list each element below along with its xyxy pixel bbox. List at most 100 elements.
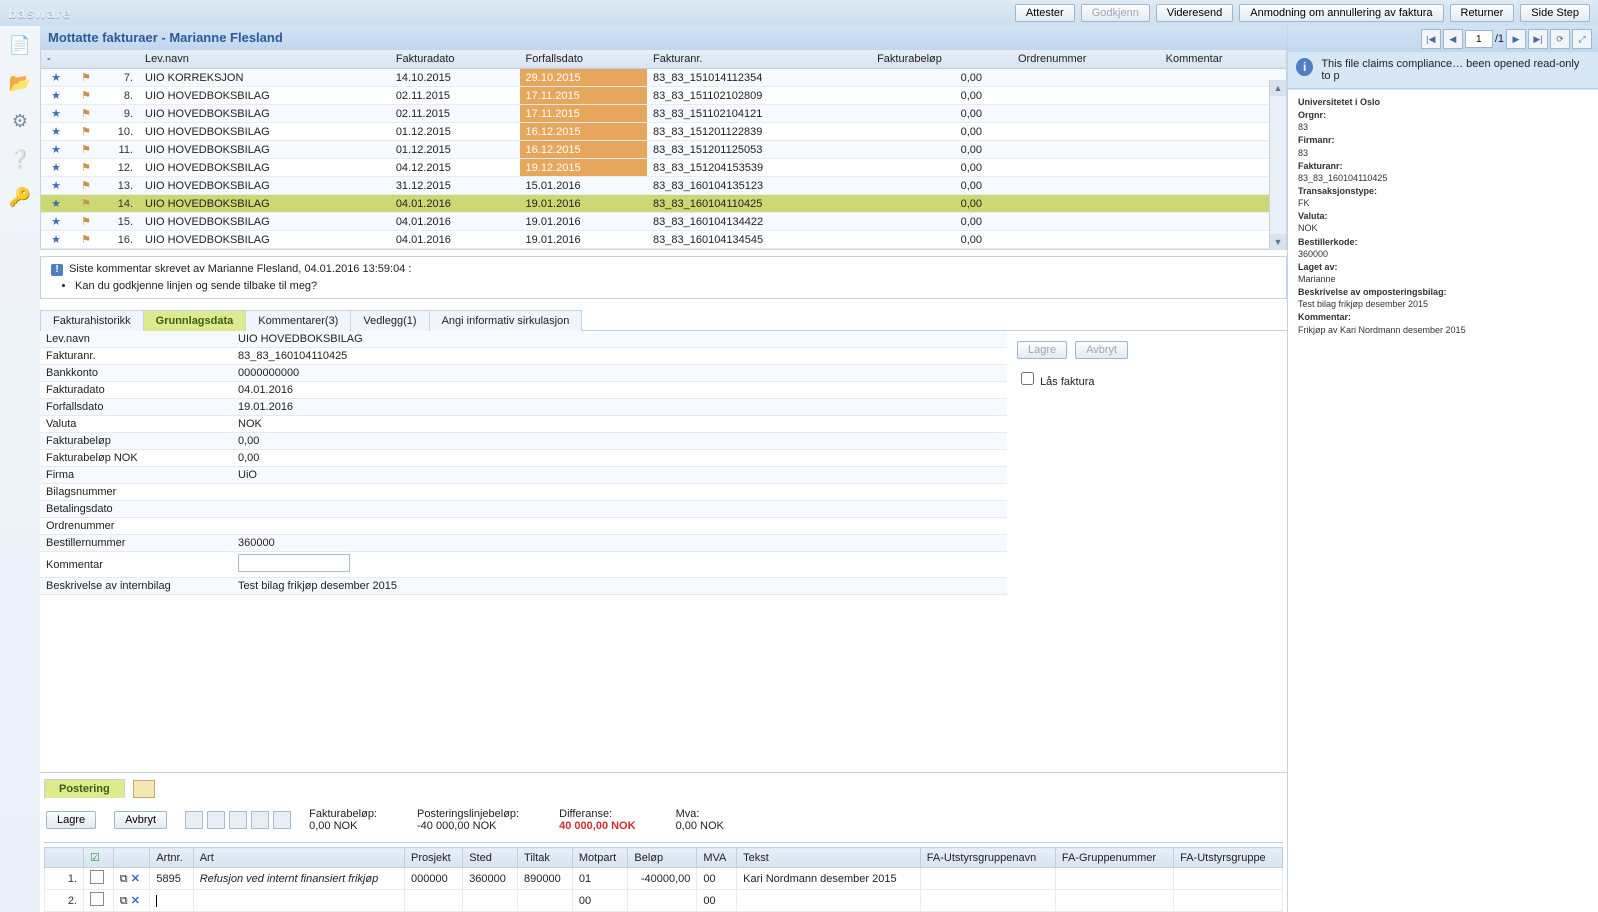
post-col-9[interactable]: Beløp: [628, 848, 697, 868]
invoice-row[interactable]: ★⚑12.UIO HOVEDBOKSBILAG04.12.201519.12.2…: [41, 159, 1286, 177]
pager: |◀ ◀ /1 ▶ ▶| ⟳ ⤢: [1288, 26, 1598, 52]
tab-4[interactable]: Angi informativ sirkulasjon: [429, 310, 583, 331]
postering-extra-icon[interactable]: [133, 780, 155, 798]
topbar-button[interactable]: Attester: [1015, 4, 1075, 22]
detail-row: FirmaUiO: [40, 467, 1007, 484]
tab-1[interactable]: Grunnlagsdata: [143, 310, 247, 331]
post-col-1[interactable]: ☑: [84, 848, 114, 868]
meta-value: NOK: [1298, 222, 1588, 234]
post-col-2[interactable]: [113, 848, 150, 868]
row-checkbox[interactable]: [90, 870, 104, 884]
pager-expand-icon[interactable]: ⤢: [1572, 29, 1592, 49]
meta-key: Kommentar:: [1298, 311, 1588, 323]
invoice-row[interactable]: ★⚑7.UIO KORREKSJON14.10.201529.10.201583…: [41, 69, 1286, 87]
post-col-10[interactable]: MVA: [697, 848, 737, 868]
help-icon[interactable]: ❔: [7, 146, 33, 172]
post-col-0[interactable]: [45, 848, 84, 868]
delete-row-icon[interactable]: ✕: [131, 873, 140, 885]
post-col-4[interactable]: Art: [193, 848, 404, 868]
topbar-button[interactable]: Godkjenn: [1081, 4, 1150, 22]
invoice-row[interactable]: ★⚑9.UIO HOVEDBOKSBILAG02.11.201517.11.20…: [41, 105, 1286, 123]
tool-icon[interactable]: [273, 811, 291, 829]
invoice-col-6[interactable]: Fakturanr.: [647, 50, 871, 69]
invoice-col-5[interactable]: Forfallsdato: [520, 50, 647, 69]
folder-icon[interactable]: 📂: [7, 70, 33, 96]
post-col-8[interactable]: Motpart: [572, 848, 627, 868]
invoice-col-3[interactable]: Lev.navn: [139, 50, 390, 69]
topbar-button[interactable]: Anmodning om annullering av faktura: [1239, 4, 1443, 22]
invoice-col-4[interactable]: Fakturadato: [390, 50, 520, 69]
details-save-button[interactable]: Lagre: [1017, 341, 1067, 359]
invoice-col-8[interactable]: Ordrenummer: [1012, 50, 1160, 69]
tool-icon[interactable]: [207, 811, 225, 829]
post-col-3[interactable]: Artnr.: [150, 848, 193, 868]
post-col-11[interactable]: Tekst: [737, 848, 921, 868]
scroll-up-icon[interactable]: ▲: [1270, 80, 1286, 96]
detail-row: Lev.navnUIO HOVEDBOKSBILAG: [40, 331, 1007, 348]
documents-icon[interactable]: 📄: [7, 32, 33, 58]
post-col-7[interactable]: Tiltak: [518, 848, 573, 868]
invoice-col-2[interactable]: [101, 50, 139, 69]
tab-0[interactable]: Fakturahistorikk: [40, 310, 144, 331]
invoice-row[interactable]: ★⚑11.UIO HOVEDBOKSBILAG01.12.201516.12.2…: [41, 141, 1286, 159]
postering-cancel-button[interactable]: Avbryt: [114, 811, 167, 829]
meta-value: 83_83_160104110425: [1298, 172, 1588, 184]
kommentar-input[interactable]: [238, 554, 350, 572]
invoice-row[interactable]: ★⚑10.UIO HOVEDBOKSBILAG01.12.201516.12.2…: [41, 123, 1286, 141]
row-checkbox[interactable]: [90, 892, 104, 906]
details-kv-table: Lev.navnUIO HOVEDBOKSBILAGFakturanr.83_8…: [40, 331, 1007, 595]
topbar-button[interactable]: Returner: [1450, 4, 1515, 22]
post-col-6[interactable]: Sted: [463, 848, 518, 868]
topbar-button[interactable]: Side Step: [1520, 4, 1590, 22]
lock-invoice-checkbox[interactable]: Lås faktura: [1017, 369, 1277, 388]
invoice-row[interactable]: ★⚑8.UIO HOVEDBOKSBILAG02.11.201517.11.20…: [41, 87, 1286, 105]
table-scrollbar[interactable]: ▲ ▼: [1269, 80, 1286, 250]
post-col-14[interactable]: FA-Utstyrsgruppe: [1174, 848, 1283, 868]
document-meta: Universitetet i OsloOrgnr:83Firmanr:83Fa…: [1288, 89, 1598, 343]
pager-prev-icon[interactable]: ◀: [1443, 29, 1463, 49]
invoice-col-9[interactable]: Kommentar: [1160, 50, 1286, 69]
detail-tabs: FakturahistorikkGrunnlagsdataKommentarer…: [40, 309, 1287, 331]
tool-icon[interactable]: [251, 811, 269, 829]
tab-2[interactable]: Kommentarer(3): [245, 310, 351, 331]
post-col-12[interactable]: FA-Utstyrsgruppenavn: [920, 848, 1055, 868]
last-comment-box: Siste kommentar skrevet av Marianne Fles…: [40, 256, 1287, 299]
meta-value: FK: [1298, 197, 1588, 209]
copy-icon[interactable]: ⧉: [120, 895, 128, 907]
invoice-row[interactable]: ★⚑15.UIO HOVEDBOKSBILAG04.01.201619.01.2…: [41, 213, 1286, 231]
tab-3[interactable]: Vedlegg(1): [350, 310, 429, 331]
detail-row: Bankkonto0000000000: [40, 365, 1007, 382]
settings-icon[interactable]: ⚙: [7, 108, 33, 134]
details-cancel-button[interactable]: Avbryt: [1075, 341, 1128, 359]
invoice-row[interactable]: ★⚑14.UIO HOVEDBOKSBILAG04.01.201619.01.2…: [41, 195, 1286, 213]
pager-last-icon[interactable]: ▶|: [1528, 29, 1548, 49]
postering-tab[interactable]: Postering: [44, 779, 125, 798]
invoice-row[interactable]: ★⚑13.UIO HOVEDBOKSBILAG31.12.201515.01.2…: [41, 177, 1286, 195]
invoice-col-0[interactable]: -: [41, 50, 71, 69]
pager-first-icon[interactable]: |◀: [1421, 29, 1441, 49]
meta-value: 83: [1298, 147, 1588, 159]
invoice-row[interactable]: ★⚑16.UIO HOVEDBOKSBILAG04.01.201619.01.2…: [41, 231, 1286, 249]
invoice-col-7[interactable]: Fakturabeløp: [871, 50, 1012, 69]
info-banner-text: This file claims compliance… been opened…: [1321, 58, 1590, 82]
postering-save-button[interactable]: Lagre: [46, 811, 96, 829]
info-banner: i This file claims compliance… been open…: [1288, 52, 1598, 89]
pager-next-icon[interactable]: ▶: [1506, 29, 1526, 49]
topbar-button[interactable]: Videresend: [1156, 4, 1233, 22]
postering-row[interactable]: 2.⧉ ✕ 0000: [45, 890, 1283, 912]
pager-page-input[interactable]: [1465, 30, 1493, 48]
detail-row: Fakturabeløp0,00: [40, 433, 1007, 450]
postering-sums: Fakturabeløp:0,00 NOK Posteringslinjebel…: [309, 808, 724, 832]
tool-icon[interactable]: [185, 811, 203, 829]
invoice-col-1[interactable]: [71, 50, 101, 69]
post-col-13[interactable]: FA-Gruppenummer: [1055, 848, 1173, 868]
key-icon[interactable]: 🔑: [7, 184, 33, 210]
scroll-down-icon[interactable]: ▼: [1270, 234, 1286, 250]
detail-row: Ordrenummer: [40, 518, 1007, 535]
pager-refresh-icon[interactable]: ⟳: [1550, 29, 1570, 49]
post-col-5[interactable]: Prosjekt: [405, 848, 463, 868]
postering-row[interactable]: 1.⧉ ✕5895Refusjon ved internt finansiert…: [45, 868, 1283, 890]
copy-icon[interactable]: ⧉: [120, 873, 128, 885]
delete-row-icon[interactable]: ✕: [131, 895, 140, 907]
tool-icon[interactable]: [229, 811, 247, 829]
